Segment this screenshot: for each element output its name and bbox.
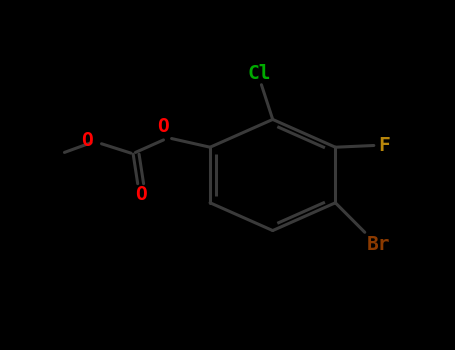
Text: Br: Br — [367, 235, 390, 254]
Text: Cl: Cl — [248, 64, 271, 83]
Text: O: O — [157, 117, 169, 136]
Text: O: O — [81, 131, 92, 150]
Text: F: F — [379, 136, 390, 155]
Text: O: O — [135, 186, 147, 204]
